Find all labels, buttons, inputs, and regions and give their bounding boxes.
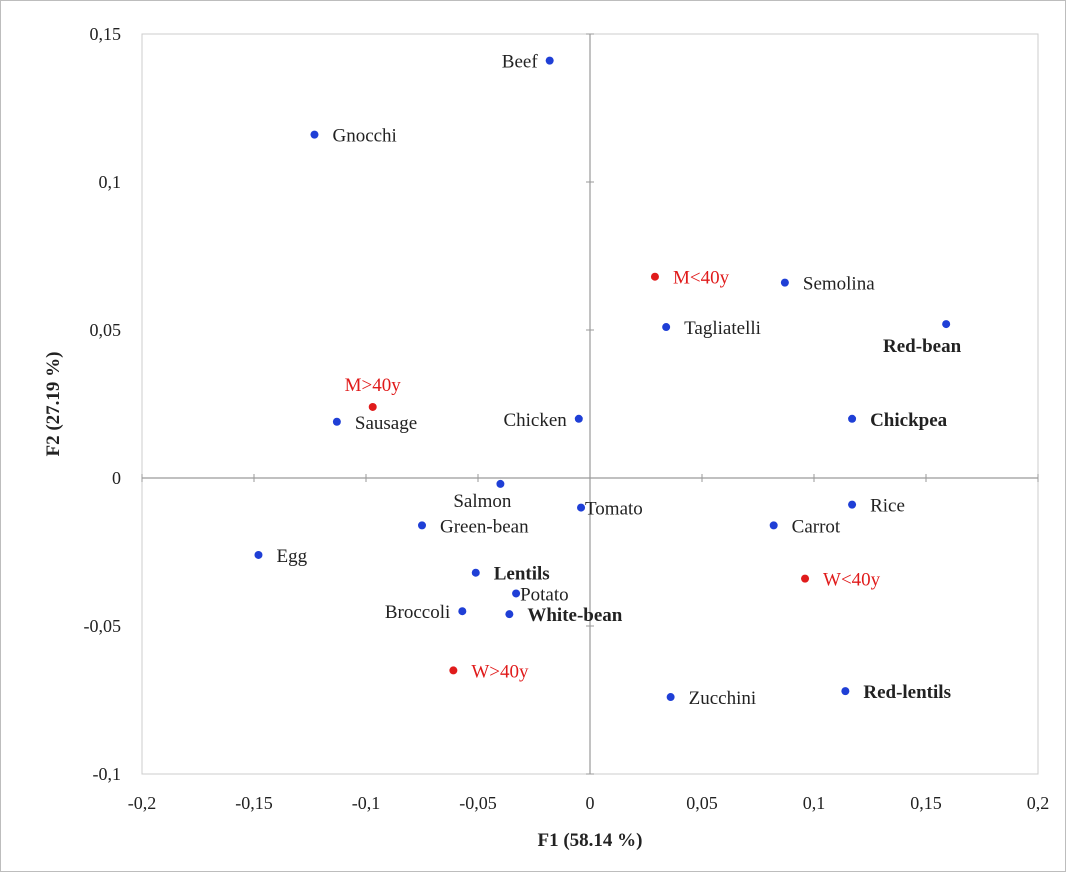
data-point xyxy=(942,320,951,329)
point-label: Lentils xyxy=(494,564,550,585)
point-label: M>40y xyxy=(345,375,402,396)
point-label: Red-lentils xyxy=(863,682,951,703)
x-tick-label: 0,15 xyxy=(910,793,942,813)
data-point xyxy=(650,272,659,281)
y-tick-label: 0,05 xyxy=(90,320,122,340)
data-point xyxy=(310,130,319,139)
point-label: Semolina xyxy=(803,274,875,295)
data-point xyxy=(780,278,789,287)
x-tick-label: -0,05 xyxy=(459,793,497,813)
x-tick-label: 0,1 xyxy=(803,793,826,813)
data-point xyxy=(505,610,514,619)
point-label: White-bean xyxy=(527,605,622,626)
data-point xyxy=(662,323,671,332)
point-labels: Beef Gnocchi Semolina Tagliatelli Red-bean Ch… xyxy=(276,52,961,709)
point-label: Red-bean xyxy=(883,336,962,357)
point-label: W<40y xyxy=(823,570,881,591)
x-tick-label: 0,05 xyxy=(686,793,718,813)
point-label: W>40y xyxy=(471,661,529,682)
point-label: Broccoli xyxy=(385,602,450,623)
data-point xyxy=(666,693,675,702)
data-point xyxy=(254,550,263,559)
x-tick-label: -0,15 xyxy=(235,793,273,813)
data-point xyxy=(449,666,458,675)
point-label: Beef xyxy=(502,52,539,73)
data-point xyxy=(545,56,554,65)
point-label: Green-bean xyxy=(440,516,529,537)
point-label: Gnocchi xyxy=(332,126,396,147)
point-label: Sausage xyxy=(355,413,417,434)
point-label: Salmon xyxy=(453,491,512,512)
point-label: Potato xyxy=(520,584,569,605)
x-axis-title: F1 (58.14 %) xyxy=(537,830,642,851)
point-label: Tagliatelli xyxy=(684,318,761,339)
data-point xyxy=(577,503,586,512)
data-point xyxy=(848,414,857,423)
x-tick-label: 0 xyxy=(586,793,595,813)
point-label: Carrot xyxy=(792,516,841,537)
point-label: Zucchini xyxy=(689,688,757,709)
point-label: Egg xyxy=(276,546,307,567)
y-tick-label: 0 xyxy=(112,468,121,488)
axes-layer xyxy=(141,33,1039,775)
data-points xyxy=(254,56,951,702)
data-point xyxy=(471,568,480,577)
y-tick-label: 0,15 xyxy=(90,24,122,44)
point-label: Tomato xyxy=(585,499,643,520)
data-point xyxy=(848,500,857,509)
point-label: Chicken xyxy=(503,410,567,431)
y-tick-label: -0,1 xyxy=(93,764,122,784)
y-tick-label: 0,1 xyxy=(99,172,122,192)
point-label: Rice xyxy=(870,496,905,517)
point-label: M<40y xyxy=(673,268,730,289)
data-point xyxy=(418,521,426,530)
data-point xyxy=(512,589,521,598)
data-point xyxy=(496,479,505,488)
data-point xyxy=(332,417,341,426)
data-point xyxy=(574,414,583,423)
data-point xyxy=(801,574,810,583)
tick-labels: -0,2 -0,15 -0,1 -0,05 0 0,05 0,1 0,15 0,2 -0,1 -0,… xyxy=(84,24,1050,813)
y-tick-label: -0,05 xyxy=(84,616,122,636)
x-tick-label: 0,2 xyxy=(1027,793,1050,813)
x-tick-label: -0,1 xyxy=(352,793,381,813)
x-tick-label: -0,2 xyxy=(128,793,157,813)
data-point xyxy=(458,607,467,616)
data-point xyxy=(841,687,850,696)
data-point xyxy=(769,521,778,530)
data-point xyxy=(368,402,377,411)
y-axis-title: F2 (27.19 %) xyxy=(43,351,64,456)
point-label: Chickpea xyxy=(870,410,948,431)
